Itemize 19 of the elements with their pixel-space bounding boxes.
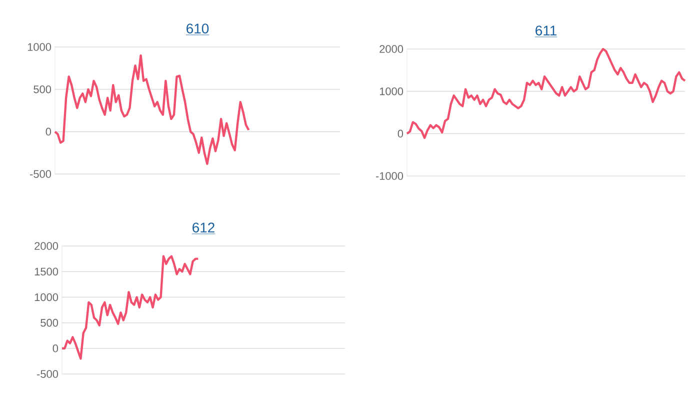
y-tick-label: 2000 bbox=[34, 242, 58, 250]
y-tick-label: 1000 bbox=[34, 293, 58, 302]
y-tick-label: 0 bbox=[46, 128, 52, 136]
y-tick-label: 500 bbox=[34, 85, 52, 94]
y-tick-label: -500 bbox=[37, 370, 58, 378]
chart-title: 611 bbox=[536, 26, 556, 36]
y-tick-label: 0 bbox=[52, 344, 58, 352]
y-tick-label: 0 bbox=[398, 130, 404, 138]
line-series bbox=[60, 255, 200, 360]
y-tick-label: 1000 bbox=[28, 43, 52, 51]
y-tick-label: -500 bbox=[30, 170, 52, 178]
chart-title: 610 bbox=[186, 24, 209, 34]
y-tick-label: 1500 bbox=[34, 268, 58, 276]
y-tick-label: 1000 bbox=[380, 87, 404, 96]
y-tick-label: -1000 bbox=[376, 172, 404, 180]
y-tick-label: 500 bbox=[40, 318, 58, 327]
line-series bbox=[54, 54, 250, 165]
y-tick-label: 2000 bbox=[380, 45, 404, 53]
chart-title: 612 bbox=[192, 222, 214, 233]
